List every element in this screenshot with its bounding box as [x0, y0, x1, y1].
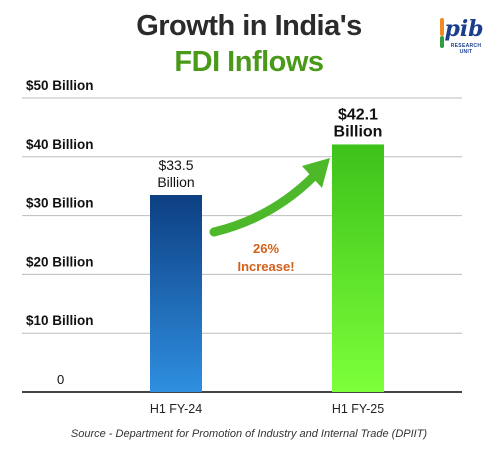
annotation-percent: 26%	[253, 241, 279, 256]
growth-arrow-head	[302, 158, 330, 188]
x-category-label: H1 FY-25	[332, 402, 384, 416]
data-label-value: $42.1	[338, 106, 378, 123]
logo-green-stripe	[440, 36, 444, 48]
logo-text: pib	[444, 16, 484, 42]
growth-arrow-shaft	[209, 171, 319, 237]
y-tick-label: $20 Billion	[26, 254, 94, 269]
bar-h1-fy-24	[150, 195, 202, 392]
logo-subtext: RESEARCH UNIT	[450, 43, 482, 55]
bar-h1-fy-25	[332, 144, 384, 392]
y-tick-label: $40 Billion	[26, 137, 94, 152]
x-category-label: H1 FY-24	[150, 402, 202, 416]
data-label-unit: Billion	[157, 174, 194, 190]
pib-logo: pib RESEARCH UNIT	[436, 10, 492, 55]
data-label-value: $33.5	[158, 157, 193, 173]
y-tick-label: 0	[57, 372, 64, 387]
y-tick-label: $50 Billion	[26, 78, 94, 93]
y-tick-label: $30 Billion	[26, 196, 94, 211]
chart-title-line1: Growth in India's	[136, 10, 362, 42]
source-note: Source - Department for Promotion of Ind…	[70, 428, 428, 440]
logo-orange-stripe	[440, 18, 444, 36]
data-label-unit: Billion	[334, 123, 383, 140]
chart-title-line2: FDI Inflows	[174, 46, 324, 78]
annotation-increase: Increase!	[237, 259, 294, 274]
y-tick-label: $10 Billion	[26, 313, 94, 328]
